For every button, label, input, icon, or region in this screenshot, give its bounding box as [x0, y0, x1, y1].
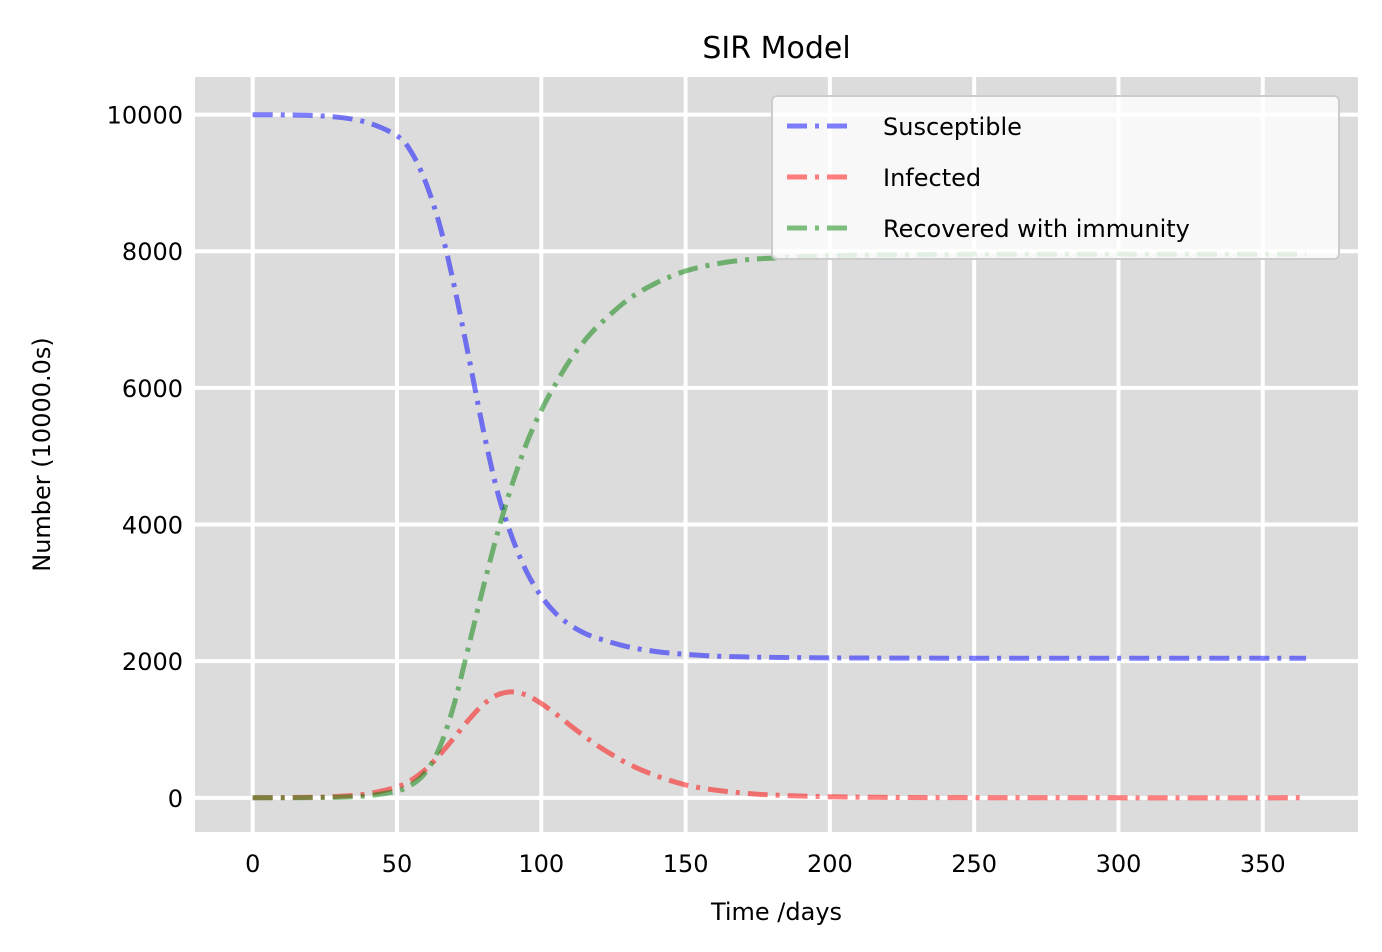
x-axis-label: Time /days — [710, 898, 842, 926]
legend: Susceptible Infected Recovered with immuni… — [771, 95, 1340, 260]
x-tick-label: 0 — [245, 850, 260, 878]
x-tick-label: 350 — [1240, 850, 1286, 878]
series-line-1 — [252, 689, 1307, 801]
x-tick-label: 50 — [382, 850, 413, 878]
x-tick-label: 300 — [1096, 850, 1142, 878]
legend-label: Infected — [883, 164, 981, 192]
tick-labels: 0 50 100 150 200 250 300 350 0 2000 4000 6000 8000 10… — [107, 102, 1286, 878]
legend-label: Susceptible — [883, 113, 1022, 141]
legend-frame — [771, 95, 1340, 260]
x-tick-label: 250 — [951, 850, 997, 878]
y-tick-label: 2000 — [122, 648, 183, 676]
series-line-0 — [252, 112, 1307, 661]
x-tick-label: 100 — [518, 850, 564, 878]
y-axis-label: Number (10000.0s) — [28, 337, 56, 572]
y-tick-label: 8000 — [122, 238, 183, 266]
x-tick-label: 150 — [663, 850, 709, 878]
y-tick-label: 10000 — [107, 102, 183, 130]
y-tick-label: 4000 — [122, 512, 183, 540]
legend-label: Recovered with immunity — [883, 215, 1190, 243]
x-tick-label: 200 — [807, 850, 853, 878]
y-tick-label: 6000 — [122, 375, 183, 403]
chart-title: SIR Model — [702, 31, 850, 66]
y-tick-label: 0 — [168, 785, 183, 813]
series-lines — [252, 112, 1307, 801]
